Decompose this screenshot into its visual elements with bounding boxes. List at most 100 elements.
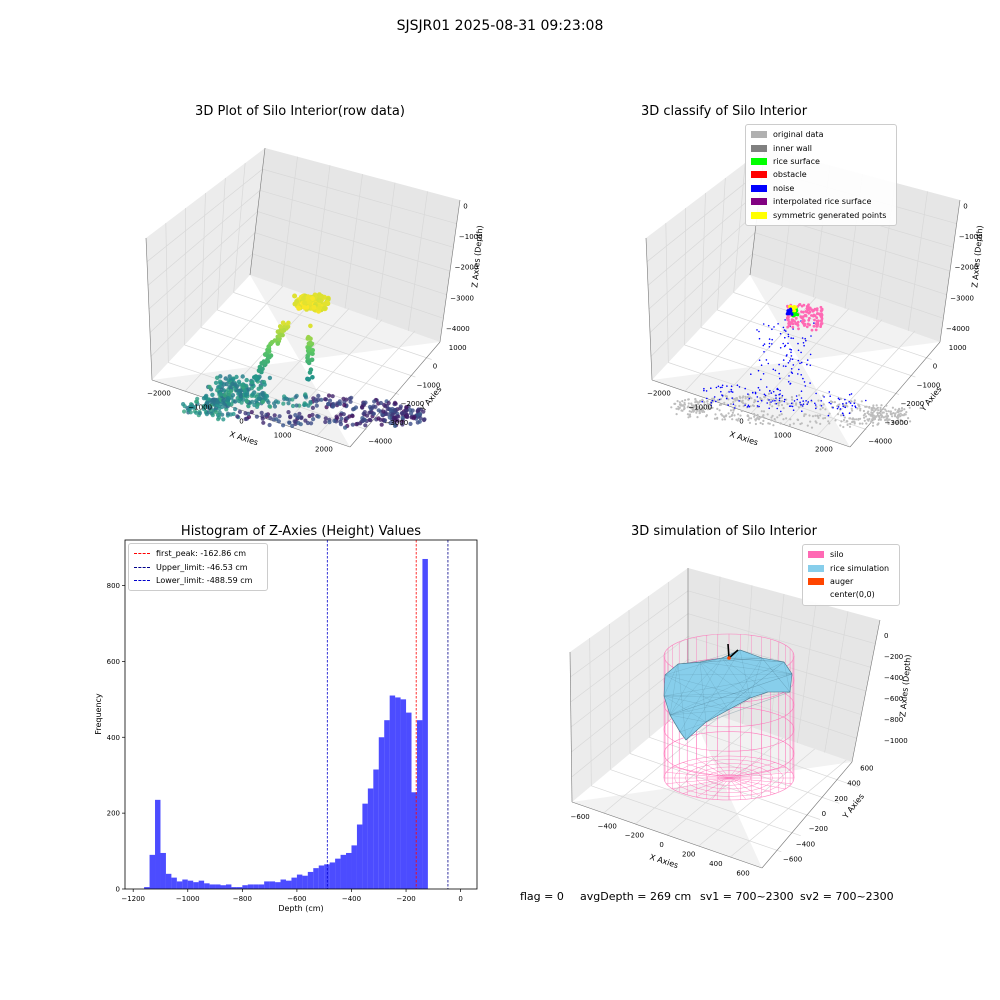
p1-point bbox=[231, 377, 236, 382]
p2-point-original bbox=[697, 403, 700, 406]
p1-point bbox=[207, 384, 212, 390]
p1-point bbox=[224, 381, 229, 387]
p2-point-original bbox=[720, 403, 723, 406]
p1-point bbox=[383, 404, 388, 409]
p2-point-original bbox=[770, 419, 773, 422]
p2-point-noise bbox=[758, 405, 760, 408]
p1-point bbox=[323, 419, 328, 425]
p2-point-original bbox=[875, 404, 878, 407]
p2-point-silo bbox=[790, 321, 794, 325]
p2-point-original bbox=[824, 416, 827, 420]
p1-point bbox=[421, 409, 426, 414]
p2-point-original bbox=[839, 414, 843, 417]
p1-point bbox=[275, 341, 281, 346]
p1-point bbox=[392, 423, 398, 428]
p2-point-original bbox=[853, 418, 856, 421]
p1-point bbox=[350, 413, 355, 419]
histogram-bar bbox=[318, 865, 325, 889]
p2-point-noise bbox=[798, 368, 800, 371]
histogram-y-tick-label: 0 bbox=[116, 886, 120, 894]
p2-point-original bbox=[817, 399, 820, 402]
p2-point-original bbox=[879, 408, 882, 411]
p2-point-original bbox=[810, 426, 814, 429]
p2-point-original bbox=[742, 402, 745, 405]
p1-point bbox=[310, 412, 315, 417]
p1-point bbox=[372, 399, 377, 404]
p4-z-tick-label: −200 bbox=[884, 653, 903, 661]
histogram-legend: first_peak: -162.86 cm Upper_limit: -46.5… bbox=[128, 543, 268, 592]
p1-point bbox=[194, 410, 199, 415]
p2-point-noise bbox=[744, 404, 746, 407]
histogram-bar bbox=[411, 792, 417, 889]
silo-bottom-ring bbox=[674, 759, 784, 797]
p2-point-silo bbox=[804, 310, 808, 313]
p2-point-original bbox=[873, 410, 876, 413]
p2-point-original bbox=[727, 412, 730, 415]
p2-point-noise bbox=[728, 391, 730, 393]
p2-point-noise bbox=[730, 388, 733, 391]
p2-point-original bbox=[676, 400, 679, 403]
p2-point-original bbox=[750, 397, 753, 400]
p2-point-noise bbox=[786, 354, 788, 356]
legend-entry: rice simulation bbox=[808, 561, 894, 574]
p4-x-tick-label: 0 bbox=[659, 841, 663, 849]
p2-point-original bbox=[809, 420, 812, 423]
p2-point-original bbox=[711, 397, 714, 400]
p2-point-noise bbox=[777, 323, 779, 325]
legend-label: Upper_limit: -46.53 cm bbox=[156, 562, 248, 572]
p2-point-noise bbox=[791, 358, 794, 361]
legend-entry: original data bbox=[751, 128, 891, 141]
p1-point bbox=[398, 404, 403, 409]
p2-point-original bbox=[677, 408, 680, 411]
p2-point-noise bbox=[792, 364, 795, 366]
p2-point-original bbox=[840, 420, 843, 423]
p2-point-silo bbox=[800, 304, 804, 308]
p1-point bbox=[240, 383, 245, 388]
p2-point-original bbox=[849, 417, 852, 420]
histogram-bar bbox=[160, 852, 166, 889]
p2-point-noise bbox=[787, 312, 791, 316]
p2-point-original bbox=[731, 413, 734, 417]
p2-point-noise bbox=[787, 342, 789, 345]
p2-point-noise bbox=[718, 398, 721, 401]
p2-point-original bbox=[737, 413, 740, 416]
p1-point bbox=[262, 360, 267, 365]
p2-point-noise bbox=[803, 344, 805, 347]
p2-point-noise bbox=[851, 404, 854, 407]
p1-point bbox=[272, 401, 277, 406]
p1-point bbox=[215, 375, 220, 380]
p1-point bbox=[215, 399, 220, 405]
p2-point-noise bbox=[758, 337, 761, 340]
p2-point-noise bbox=[789, 360, 791, 362]
p2-point-silo bbox=[786, 317, 789, 321]
legend-entry: interpolated rice surface bbox=[751, 195, 891, 208]
p2-point-original bbox=[760, 398, 763, 401]
p2-point-noise bbox=[800, 351, 802, 354]
p2-point-original bbox=[675, 407, 678, 410]
p2-point-original bbox=[888, 418, 891, 421]
p2-point-original bbox=[785, 417, 788, 420]
p2-point-noise bbox=[756, 396, 759, 398]
p1-point bbox=[301, 304, 307, 310]
p2-point-original bbox=[716, 417, 719, 420]
legend-label: noise bbox=[773, 183, 795, 193]
p2-point-silo bbox=[795, 322, 799, 325]
p2-point-noise bbox=[844, 406, 847, 409]
p1-point bbox=[314, 403, 319, 408]
p2-point-noise bbox=[790, 402, 793, 405]
p2-point-symmetric bbox=[794, 305, 798, 309]
p2-point-noise bbox=[780, 410, 782, 413]
p2-point-original bbox=[900, 419, 903, 422]
p2-point-noise bbox=[754, 391, 757, 394]
p2-point-noise bbox=[800, 397, 803, 399]
legend-line bbox=[134, 553, 150, 555]
p1-point bbox=[330, 404, 335, 409]
histogram-bar bbox=[296, 874, 303, 889]
p2-point-original bbox=[806, 424, 809, 427]
p1-point bbox=[307, 370, 313, 375]
p1-point bbox=[387, 415, 392, 420]
p1-point bbox=[408, 407, 413, 413]
p2-point-original bbox=[724, 415, 727, 418]
legend-entry: inner wall bbox=[751, 141, 891, 154]
p2-point-original bbox=[747, 398, 750, 401]
